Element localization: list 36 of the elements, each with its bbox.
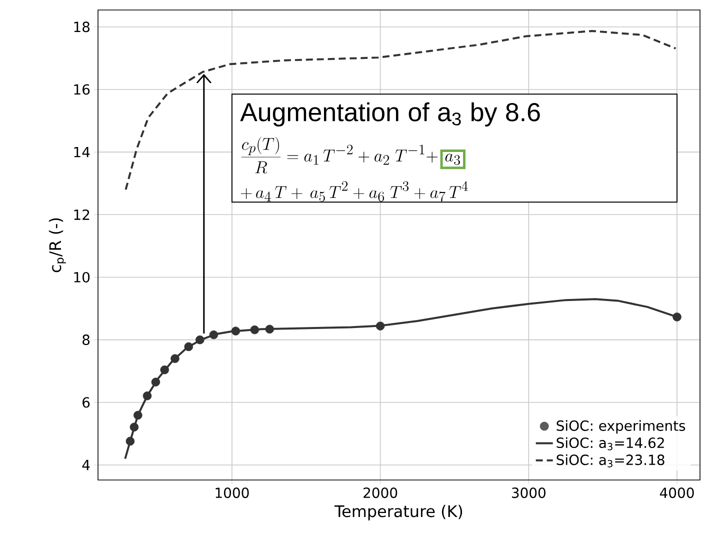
y-tick-label: 14 (74, 146, 90, 158)
x-axis-title: Temperature (K) (334, 504, 462, 520)
point (250, 325, 260, 334)
point (209, 330, 218, 340)
legend-label: SiOC: a$_{3}$=23.18 (556, 454, 664, 468)
legend-label: SiOC: experiments (556, 420, 686, 434)
point (184, 342, 194, 352)
annotation: $+\,a_4\,T + \,a_5\,T^2 + a_6\;T^3 + a_7\,T^4$ (240, 181, 468, 202)
x-tick-label: 4000 (660, 488, 694, 498)
x-tick-label: 1000 (216, 488, 249, 498)
point (170, 354, 180, 363)
point (231, 326, 240, 336)
point (142, 391, 152, 400)
point (151, 378, 160, 386)
point (376, 322, 385, 330)
y-tick-label: 10 (74, 272, 90, 283)
y-tick-label: 8 (82, 334, 90, 346)
annotation: Augmentation of a$_{3}$ by 8.6 (240, 102, 540, 126)
y-tick-label: 4 (82, 460, 90, 470)
point (130, 422, 139, 432)
y-tick-label: 16 (74, 84, 90, 95)
point (134, 410, 142, 420)
point (160, 365, 169, 374)
point (672, 312, 682, 322)
legend-label: SiOC: a$_{3}$=14.62 (556, 437, 664, 450)
annotation: $\frac{c_p(T)}{R} = a_1\,T^{-2} + a_2\;T^{-1} +$ (241, 136, 438, 174)
annotation: $a_3$ (445, 154, 460, 165)
x-tick-label: 3000 (512, 488, 546, 498)
y-tick-label: 6 (82, 397, 90, 408)
point (265, 324, 274, 334)
y-tick-label: 12 (74, 209, 90, 220)
x-tick-label: 2000 (364, 488, 398, 498)
point (126, 436, 135, 446)
y-axis-title: c$_{p}$/R (-) (48, 218, 66, 272)
point (196, 335, 204, 344)
y-tick-label: 18 (74, 22, 90, 32)
